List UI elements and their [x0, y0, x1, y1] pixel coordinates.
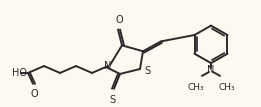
Text: HO: HO: [12, 68, 27, 78]
Text: S: S: [109, 95, 115, 105]
Text: O: O: [115, 15, 123, 25]
Text: O: O: [30, 89, 38, 99]
Text: N: N: [104, 61, 112, 71]
Text: N: N: [207, 65, 215, 75]
Text: CH₃: CH₃: [219, 83, 235, 92]
Text: CH₃: CH₃: [188, 83, 204, 92]
Text: S: S: [144, 66, 150, 76]
